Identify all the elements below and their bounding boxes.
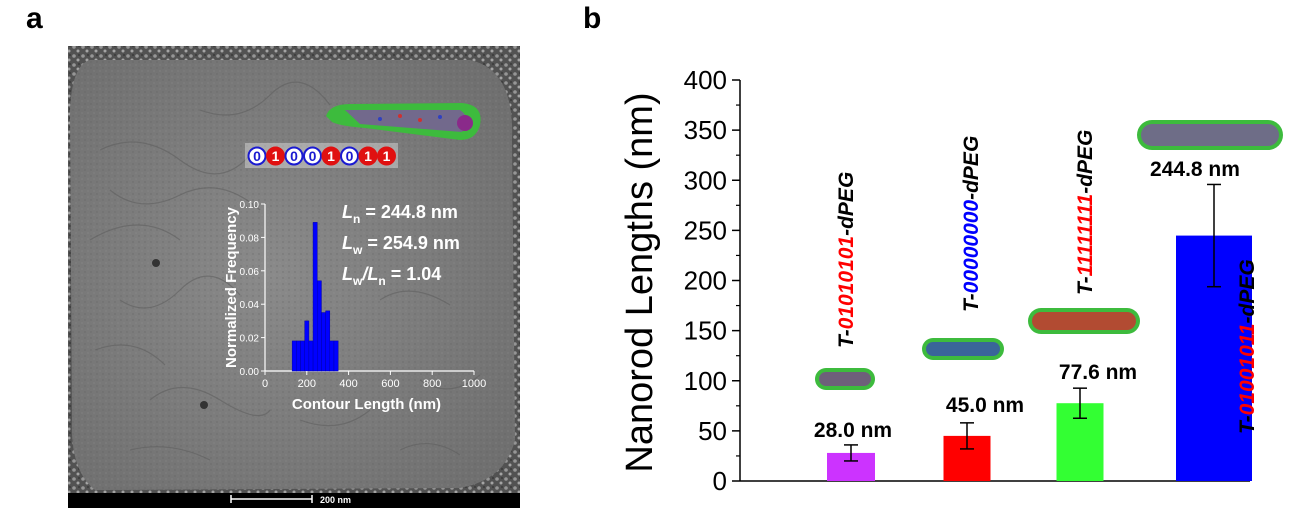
y-tick-label: 350 bbox=[684, 115, 727, 145]
histogram-y-tick-label: 0.08 bbox=[240, 233, 260, 244]
histogram-x-tick-label: 800 bbox=[423, 378, 441, 390]
sequence-digit: 1 bbox=[272, 148, 280, 164]
y-tick-label: 300 bbox=[684, 165, 727, 195]
y-tick-label: 50 bbox=[698, 416, 727, 446]
histogram-bar bbox=[304, 320, 310, 372]
nanorod-core bbox=[1032, 312, 1136, 330]
histogram-x-tick-label: 600 bbox=[381, 378, 399, 390]
category-label: T-01001011-dPEG bbox=[1236, 259, 1259, 434]
sequence-bead bbox=[340, 146, 359, 166]
nanorod-illustration bbox=[1137, 120, 1283, 150]
y-tick-label: 250 bbox=[684, 215, 727, 245]
bar bbox=[1056, 403, 1104, 481]
value-label: 28.0 nm bbox=[814, 419, 892, 442]
histogram-bar bbox=[300, 340, 305, 372]
nanorod-core bbox=[819, 372, 871, 386]
category-label: T-01010101-dPEG bbox=[835, 172, 858, 348]
histogram-bar bbox=[296, 340, 301, 372]
histogram-bar bbox=[333, 340, 339, 372]
histogram-x-tick-label: 200 bbox=[298, 378, 316, 390]
sequence-bead bbox=[303, 146, 322, 166]
y-tick-label: 0 bbox=[713, 466, 727, 496]
histogram-y-label: Normalized Frequency bbox=[223, 206, 240, 368]
histogram-x-tick-label: 1000 bbox=[462, 378, 486, 390]
histogram-y-tick-label: 0.00 bbox=[240, 367, 260, 378]
sequence-digit: 0 bbox=[309, 148, 317, 164]
bar bbox=[827, 452, 875, 481]
scale-bar-label: 200 nm bbox=[320, 495, 351, 505]
histogram-bar bbox=[308, 340, 314, 372]
sequence-digit: 0 bbox=[253, 148, 261, 164]
y-tick-label: 200 bbox=[684, 266, 727, 296]
histogram-y-tick-label: 0.10 bbox=[240, 200, 260, 211]
y-tick-label: 100 bbox=[684, 366, 727, 396]
statistic-line: Ln = 244.8 nm bbox=[342, 202, 458, 226]
statistic-line: Lw/Ln = 1.04 bbox=[342, 264, 441, 288]
histogram-y-tick-label: 0.06 bbox=[240, 267, 260, 278]
nanorod-graphic bbox=[326, 103, 481, 140]
nanorod-illustration bbox=[922, 338, 1004, 360]
y-tick-label: 400 bbox=[684, 65, 727, 95]
histogram-x-tick-label: 0 bbox=[262, 378, 268, 390]
statistic-line: Lw = 254.9 nm bbox=[342, 233, 460, 257]
histogram-bar bbox=[321, 312, 326, 372]
category-label: T-00000000-dPEG bbox=[960, 136, 983, 312]
y-tick-label: 150 bbox=[684, 316, 727, 346]
sequence-digit: 0 bbox=[346, 148, 354, 164]
bar bbox=[1176, 235, 1252, 481]
histogram-y-tick-label: 0.02 bbox=[240, 334, 260, 345]
histogram-bar bbox=[317, 280, 322, 372]
nanorod-core bbox=[926, 342, 1000, 356]
histogram-bar bbox=[329, 340, 335, 372]
sequence-bead bbox=[358, 146, 378, 166]
sequence-bead bbox=[321, 146, 341, 166]
sequence-digit: 1 bbox=[364, 148, 372, 164]
panel-label-b: b bbox=[583, 2, 602, 35]
sequence-digit: 1 bbox=[327, 148, 335, 164]
nanorod-core bbox=[1141, 124, 1279, 146]
sequence-bead bbox=[377, 146, 396, 166]
nanorod-illustration bbox=[815, 368, 875, 390]
y-axis-label: Nanorod Lengths (nm) bbox=[619, 92, 661, 472]
sequence-bead bbox=[247, 146, 267, 166]
value-label: 45.0 nm bbox=[946, 394, 1024, 417]
bar bbox=[943, 435, 991, 481]
value-label: 77.6 nm bbox=[1059, 361, 1137, 384]
category-label: T-11111111-dPEG bbox=[1074, 130, 1097, 295]
value-label: 244.8 nm bbox=[1150, 158, 1240, 181]
histogram-inset: 0 200 400 600 800 1000 0.00 0.02 0.04 0.06 0.08 0.1… bbox=[223, 200, 486, 413]
nanorod-illustration bbox=[1028, 308, 1140, 334]
sequence-digit: 0 bbox=[290, 148, 298, 164]
histogram-bar bbox=[291, 340, 297, 372]
sequence-bead bbox=[266, 146, 285, 166]
statistics-block: Ln = 244.8 nm Lw = 254.9 nm Lw/Ln = 1.04 bbox=[342, 202, 460, 288]
panel-label-a: a bbox=[26, 2, 43, 35]
sequence-bead bbox=[284, 146, 304, 166]
sequence-digit: 1 bbox=[383, 148, 391, 164]
histogram-bar bbox=[325, 310, 331, 372]
histogram-x-label: Contour Length (nm) bbox=[292, 396, 441, 413]
histogram-x-tick-label: 400 bbox=[339, 378, 357, 390]
histogram-bar bbox=[312, 222, 318, 372]
histogram-y-tick-label: 0.04 bbox=[240, 300, 260, 311]
